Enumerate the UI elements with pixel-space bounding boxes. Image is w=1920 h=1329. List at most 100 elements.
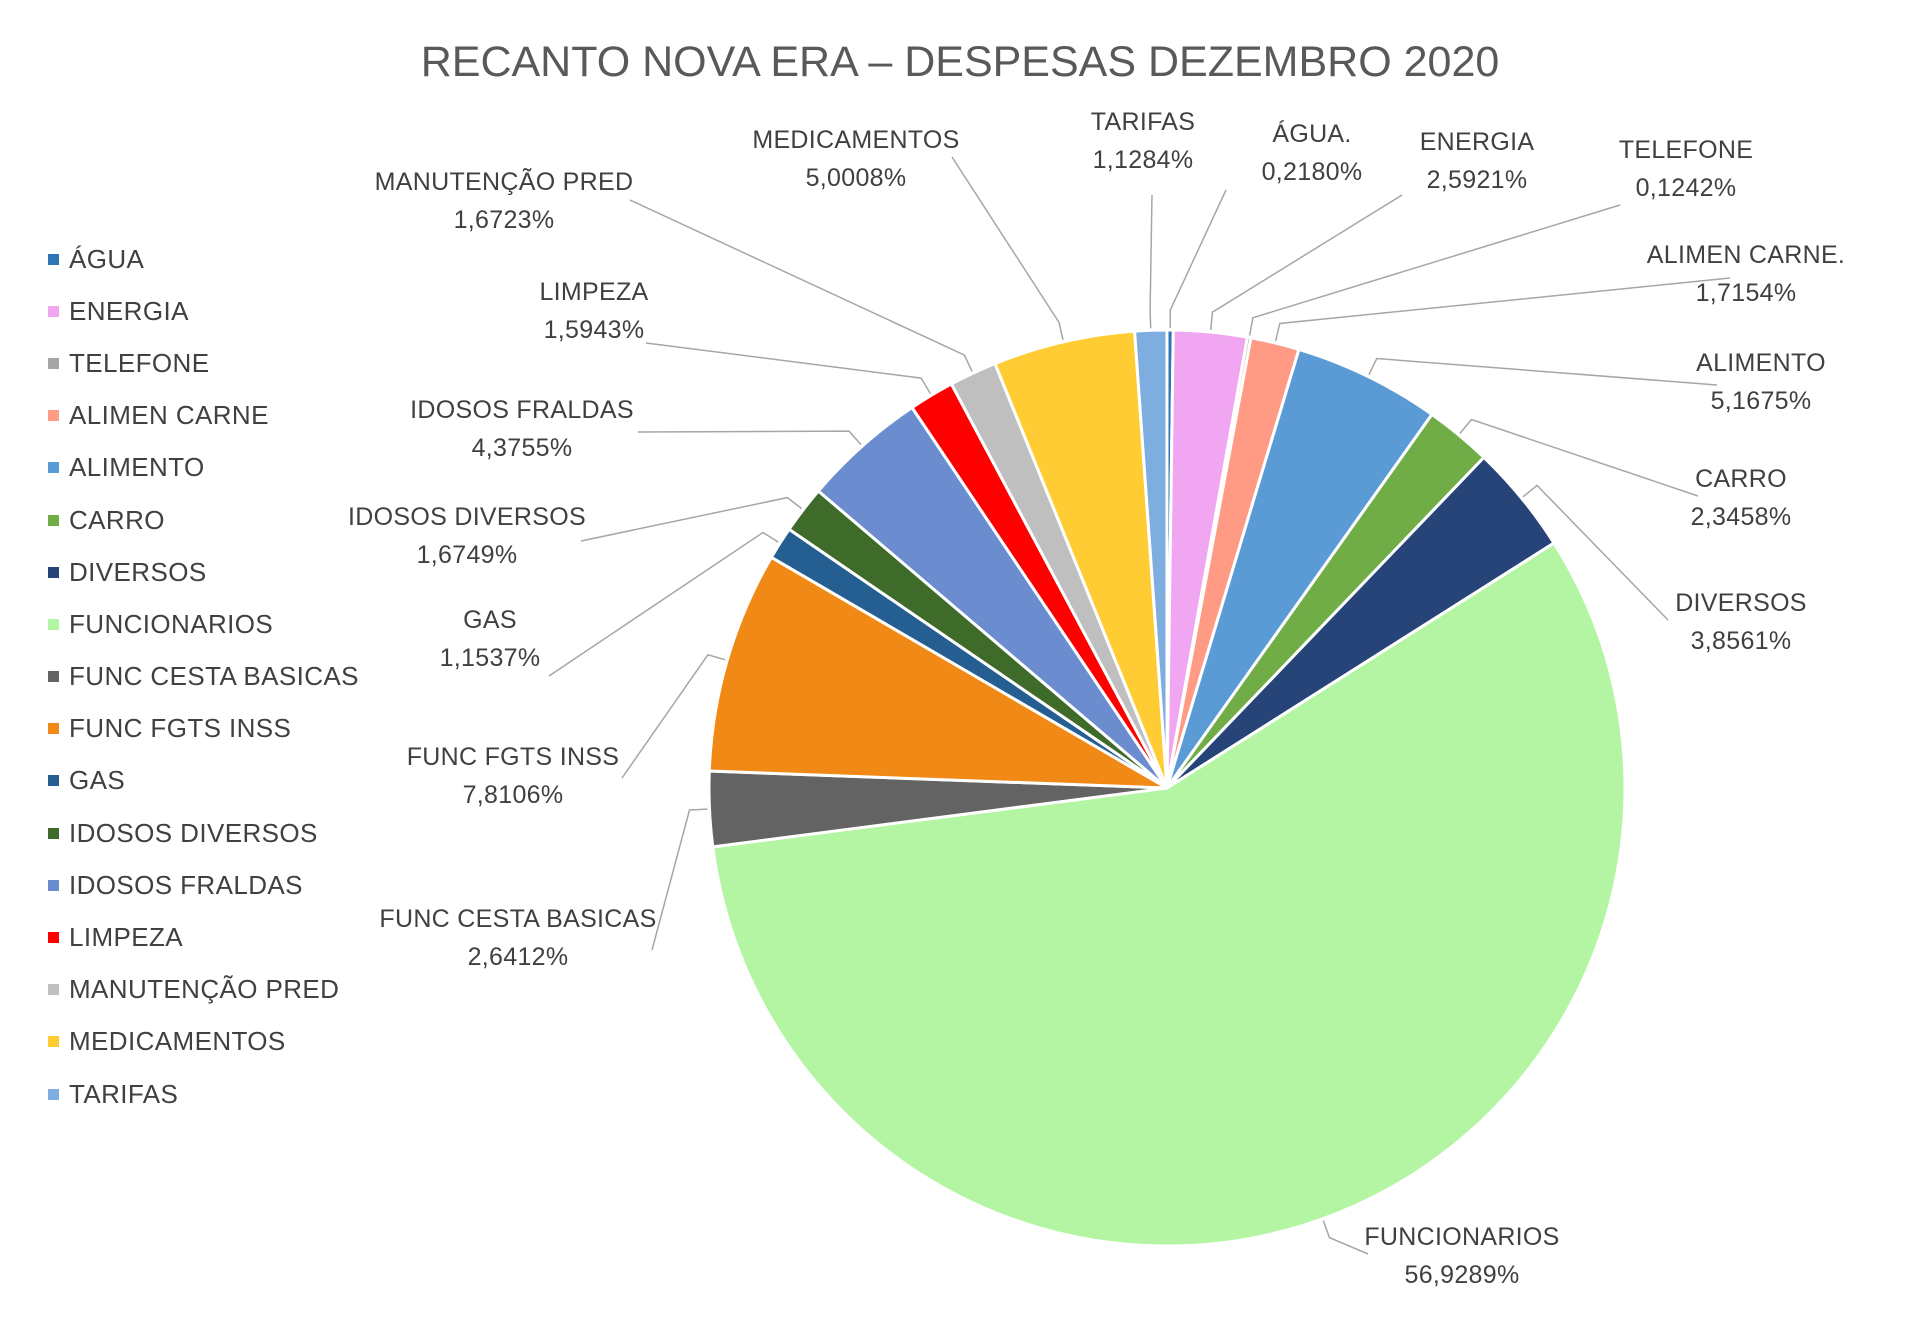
legend-label: FUNCIONARIOS <box>69 608 274 639</box>
slice-label-name: GAS <box>463 606 517 634</box>
legend-item-energia: ENERGIA <box>48 285 359 337</box>
slice-label-name: FUNC FGTS INSS <box>407 743 620 771</box>
leader-line-carro <box>1459 418 1699 497</box>
legend-swatch <box>48 879 59 891</box>
leader-lines <box>548 156 1731 1255</box>
legend-swatch <box>48 1088 59 1100</box>
legend-item-idosos-diversos: IDOSOS DIVERSOS <box>48 807 359 859</box>
legend-item-diversos: DIVERSOS <box>48 546 359 598</box>
leader-line-diversos <box>1522 484 1669 621</box>
pie-slice-tarifas <box>1133 328 1169 790</box>
legend-label: MANUTENÇÃO PRED <box>69 974 340 1005</box>
legend-label: DIVERSOS <box>69 556 207 587</box>
slice-label-name: MANUTENÇÃO PRED <box>375 167 634 196</box>
legend-swatch <box>48 305 59 317</box>
legend-item-telefone: TELEFONE <box>48 337 359 389</box>
slice-label-percent: 56,9289% <box>1405 1261 1520 1289</box>
leader-line-idosos-fraldas <box>637 430 862 446</box>
legend-swatch <box>48 827 59 839</box>
chart-title: RECANTO NOVA ERA – DESPESAS DEZEMBRO 202… <box>420 38 1500 86</box>
slice-label-percent: 1,1537% <box>440 644 541 672</box>
legend-swatch <box>48 775 59 787</box>
slice-label-percent: 2,6412% <box>468 943 569 971</box>
leader-line-idosos-diversos <box>580 496 803 542</box>
legend-item-agua: ÁGUA <box>48 233 359 285</box>
legend-item-medicamentos: MEDICAMENTOS <box>48 1016 359 1068</box>
legend-swatch <box>48 357 59 369</box>
slice-label-percent: 5,0008% <box>806 164 907 192</box>
legend-item-alimen-carne: ALIMEN CARNE <box>48 390 359 442</box>
legend-item-func-cesta-basicas: FUNC CESTA BASICAS <box>48 651 359 703</box>
legend-label: ÁGUA <box>69 243 145 274</box>
pie-slice-funcionarios <box>711 541 1627 1248</box>
legend-item-idosos-fraldas: IDOSOS FRALDAS <box>48 859 359 911</box>
legend-label: TARIFAS <box>69 1078 179 1109</box>
slice-label-percent: 0,1242% <box>1636 174 1737 202</box>
legend-label: GAS <box>69 765 126 796</box>
legend-label: TELEFONE <box>69 347 210 378</box>
slice-label-percent: 7,8106% <box>463 781 564 809</box>
legend-item-limpeza: LIMPEZA <box>48 911 359 963</box>
slice-label-percent: 2,5921% <box>1427 166 1528 194</box>
legend-label: IDOSOS FRALDAS <box>69 869 303 900</box>
slice-label-percent: 1,5943% <box>544 316 645 344</box>
leader-line-funcionarios <box>1322 1220 1369 1255</box>
legend-label: FUNC FGTS INSS <box>69 713 292 744</box>
leader-line-tarifas <box>1149 194 1153 329</box>
leader-line-agua <box>1169 189 1227 329</box>
legend-label: ALIMENTO <box>69 452 205 483</box>
slice-label-percent: 1,1284% <box>1093 146 1194 174</box>
slice-label-name: ALIMEN CARNE. <box>1647 241 1845 269</box>
slice-label-name: FUNCIONARIOS <box>1364 1223 1559 1251</box>
legend-item-gas: GAS <box>48 755 359 807</box>
legend-item-carro: CARRO <box>48 494 359 546</box>
chart-legend: ÁGUA ENERGIA TELEFONE ALIMEN CARNE ALIMENTO C… <box>48 233 359 1120</box>
legend-swatch <box>48 462 59 474</box>
slice-labels: ÁGUA. 0,2180% ENERGIA 2,5921% TELEFONE 0,1242… <box>348 108 1845 1289</box>
leader-line-alimento <box>1368 357 1718 386</box>
legend-label: FUNC CESTA BASICAS <box>69 661 359 692</box>
leader-line-gas <box>548 531 779 677</box>
slice-label-percent: 4,3755% <box>472 434 573 462</box>
slice-label-percent: 5,1675% <box>1711 387 1812 415</box>
legend-label: IDOSOS DIVERSOS <box>69 817 318 848</box>
slice-label-percent: 3,8561% <box>1691 627 1792 655</box>
legend-label: CARRO <box>69 504 165 535</box>
pie-slice-func-fgts-inss <box>707 555 1169 790</box>
slice-label-name: LIMPEZA <box>539 278 648 306</box>
legend-swatch <box>48 253 59 265</box>
legend-swatch <box>48 566 59 578</box>
leader-line-func-fgts-inss <box>621 653 726 779</box>
slice-label-percent: 1,6749% <box>417 541 518 569</box>
slice-label-name: ÁGUA. <box>1272 119 1351 148</box>
slice-label-name: ALIMENTO <box>1696 349 1826 377</box>
slice-label-name: MEDICAMENTOS <box>752 126 959 154</box>
slice-label-name: IDOSOS FRALDAS <box>410 396 634 424</box>
pie-slice-medicamentos <box>993 329 1169 790</box>
legend-swatch <box>48 932 59 944</box>
legend-swatch <box>48 1036 59 1048</box>
slice-label-name: DIVERSOS <box>1675 589 1807 617</box>
pie-slice-alimento <box>1165 347 1434 790</box>
leader-line-energia <box>1209 194 1403 331</box>
legend-swatch <box>48 671 59 683</box>
pie-slices <box>707 328 1627 1248</box>
leader-line-func-cesta-basicas <box>651 808 708 951</box>
leader-line-limpeza <box>645 342 932 394</box>
legend-item-tarifas: TARIFAS <box>48 1068 359 1120</box>
legend-item-manutencao-pred: MANUTENÇÃO PRED <box>48 964 359 1016</box>
legend-swatch <box>48 514 59 526</box>
slice-label-percent: 1,7154% <box>1696 279 1797 307</box>
slice-label-percent: 2,3458% <box>1691 503 1792 531</box>
legend-swatch <box>48 410 59 422</box>
leader-line-telefone <box>1248 204 1621 336</box>
legend-swatch <box>48 984 59 996</box>
legend-label: ENERGIA <box>69 295 189 326</box>
slice-label-name: IDOSOS DIVERSOS <box>348 503 586 531</box>
legend-label: ALIMEN CARNE <box>69 400 269 431</box>
slice-label-percent: 1,6723% <box>454 206 555 234</box>
legend-item-funcionarios: FUNCIONARIOS <box>48 598 359 650</box>
slice-label-name: TELEFONE <box>1619 136 1753 164</box>
leader-line-alimen-carne <box>1274 277 1731 342</box>
